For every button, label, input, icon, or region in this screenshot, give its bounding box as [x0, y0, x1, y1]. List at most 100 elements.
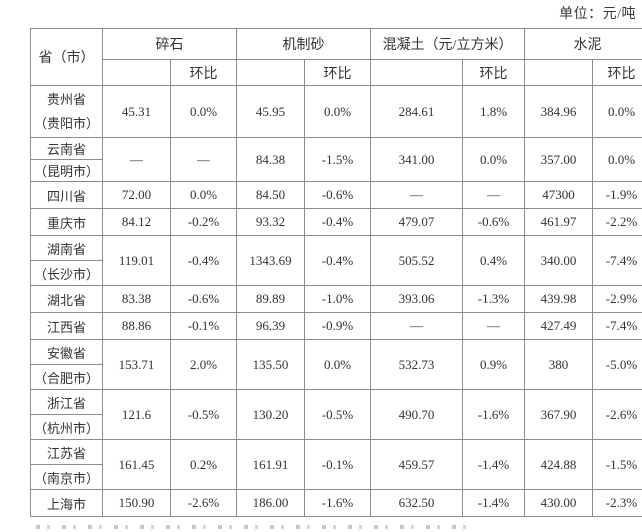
pct-cell: -1.4%	[461, 439, 526, 490]
value-cell: 130.20	[236, 389, 305, 440]
pct-cell: -1.3%	[461, 285, 526, 313]
value-cell: 84.12	[102, 208, 171, 236]
subheader-mom-crushed-stone: 环比	[170, 59, 237, 86]
value-cell: 461.97	[524, 208, 594, 236]
pct-cell: —	[461, 181, 526, 209]
pct-cell: 0.9%	[461, 339, 526, 390]
value-cell: 424.88	[524, 439, 594, 490]
province-cell: 安徽省	[30, 339, 103, 365]
city-cell: （合肥市）	[30, 364, 103, 390]
pct-cell: 0.4%	[461, 235, 526, 286]
value-cell: 96.39	[236, 312, 305, 340]
province-cell: 云南省	[30, 137, 103, 160]
subheader-empty	[102, 59, 171, 86]
value-cell: 119.01	[102, 235, 171, 286]
pct-cell: 0.0%	[461, 137, 526, 182]
table-row: 云南省 — —84.38 -1.5% 341.00 0.0% 357.00 0.0%	[30, 137, 642, 182]
pct-cell: 0.0%	[592, 137, 642, 182]
table-row: 江苏省 161.45 0.2% 161.91 -0.1% 459.57 -1.4% 424.8…	[30, 439, 642, 490]
value-cell: 341.00	[370, 137, 463, 182]
value-cell: 284.61	[370, 85, 463, 138]
value-cell: 490.70	[370, 389, 463, 440]
province-cell: 湖北省	[30, 285, 103, 313]
pct-cell: -0.5%	[304, 389, 371, 440]
value-cell: 135.50	[236, 339, 305, 390]
subheader-mom-concrete: 环比	[461, 59, 526, 86]
pct-cell: -0.6%	[461, 208, 526, 236]
value-cell: 47300	[524, 181, 594, 209]
pct-cell: -2.6%	[592, 389, 642, 440]
value-cell: 632.50	[370, 489, 463, 517]
value-cell: 340.00	[524, 235, 594, 286]
value-cell: 459.57	[370, 439, 463, 490]
value-cell: 380	[524, 339, 594, 390]
table-row: 安徽省 153.71 2.0% 135.50 0.0% 532.73 0.9% 380 -5.0…	[30, 339, 642, 390]
value-cell: 153.71	[102, 339, 171, 390]
table-row: 浙江省 121.6 -0.5% 130.20 -0.5% 490.70 -1.6% 367.9…	[30, 389, 642, 440]
subheader-mom-machine-sand: 环比	[304, 59, 371, 86]
group-header-crushed-stone: 碎石	[102, 28, 237, 60]
table-row: （南京市）	[30, 464, 642, 490]
pct-cell: -7.4%	[592, 312, 642, 340]
value-cell: —	[370, 181, 463, 209]
pct-cell: -7.4%	[592, 235, 642, 286]
value-cell: 439.98	[524, 285, 594, 313]
value-cell: 161.45	[102, 439, 171, 490]
pct-cell: -2.9%	[592, 285, 642, 313]
value-cell: 367.90	[524, 389, 594, 440]
value-cell: 84.50	[236, 181, 305, 209]
value-cell: 88.86	[102, 312, 171, 340]
pct-cell: -5.0%	[592, 339, 642, 390]
pct-cell: 2.0%	[170, 339, 237, 390]
value-cell: —	[370, 312, 463, 340]
subheader-empty	[370, 59, 463, 86]
value-cell: 72.00	[102, 181, 171, 209]
unit-label: 单位：元/吨	[559, 7, 636, 22]
pct-cell: 0.0%	[170, 85, 237, 138]
pct-cell: -1.0%	[304, 285, 371, 313]
province-cell: 江苏省	[30, 439, 103, 465]
pct-cell: —	[170, 137, 237, 182]
pct-cell: 0.2%	[170, 439, 237, 490]
subheader-empty	[524, 59, 594, 86]
value-cell: 161.91	[236, 439, 305, 490]
value-cell: 89.89	[236, 285, 305, 313]
pct-cell: -1.5%	[304, 137, 371, 182]
province-cell: 贵州省 （贵阳市）	[30, 85, 103, 138]
subheader-empty	[236, 59, 305, 86]
corner-header-province: 省（市）	[30, 28, 103, 86]
pct-cell: -0.6%	[170, 285, 237, 313]
pct-cell: -1.6%	[461, 389, 526, 440]
value-cell: 150.90	[102, 489, 171, 517]
province-cell: 重庆市	[30, 208, 103, 236]
pct-cell: -0.4%	[170, 235, 237, 286]
city-cell: （长沙市）	[30, 260, 103, 286]
value-cell: 84.38	[236, 137, 305, 182]
value-cell: 430.00	[524, 489, 594, 517]
table-row: 贵州省 （贵阳市） 45.31 0.0% 45.95 0.0% 284.61 1.8% 384.…	[30, 85, 642, 138]
pct-cell: 0.0%	[304, 339, 371, 390]
pct-cell: -0.6%	[304, 181, 371, 209]
value-cell: 45.95	[236, 85, 305, 138]
pct-cell: -2.3%	[592, 489, 642, 517]
pct-cell: -0.1%	[304, 439, 371, 490]
pct-cell: 0.0%	[592, 85, 642, 138]
table-row: 上海市 150.90 -2.6% 186.00 -1.6% 632.50 -1.4% 430.…	[30, 489, 642, 517]
pct-cell: 0.0%	[170, 181, 237, 209]
group-header-cement: 水泥	[524, 28, 642, 60]
city-cell: （杭州市）	[30, 414, 103, 440]
value-cell: 1343.69	[236, 235, 305, 286]
value-cell: 186.00	[236, 489, 305, 517]
province-cell: 上海市	[30, 489, 103, 517]
value-cell: 45.31	[102, 85, 171, 138]
pct-cell: -2.6%	[170, 489, 237, 517]
table-row: （合肥市）	[30, 364, 642, 390]
value-cell: 93.32	[236, 208, 305, 236]
pct-cell: -0.4%	[304, 208, 371, 236]
value-cell: 479.07	[370, 208, 463, 236]
value-cell: 427.49	[524, 312, 594, 340]
pct-cell: 0.0%	[304, 85, 371, 138]
pct-cell: -1.5%	[592, 439, 642, 490]
city-cell: （南京市）	[30, 464, 103, 490]
